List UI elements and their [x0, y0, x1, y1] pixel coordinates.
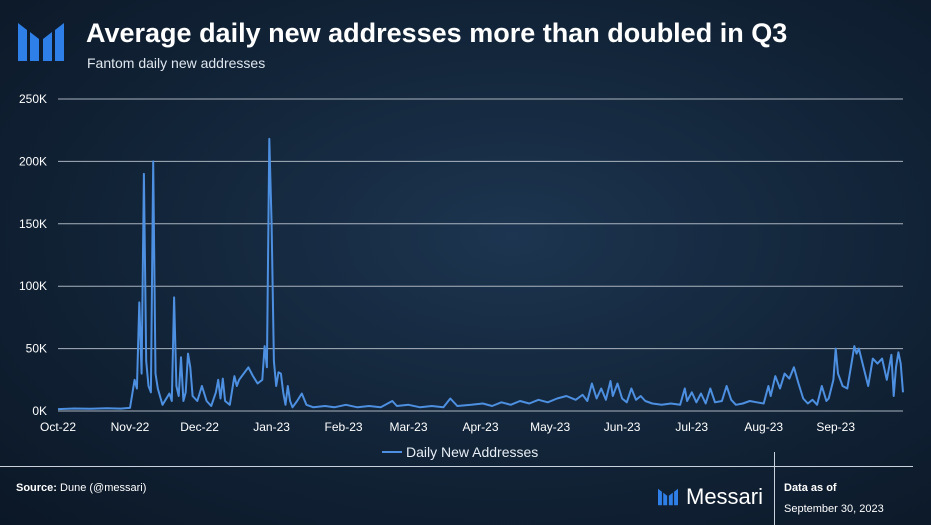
brand-name: Messari — [686, 484, 764, 509]
x-tick-label: Jun-23 — [604, 420, 641, 434]
series-layer — [57, 137, 904, 411]
legend: Daily New Addresses — [382, 444, 538, 460]
y-axis-ticks: 0K 50K 100K 150K 200K 250K — [19, 92, 47, 418]
brand: Messari — [656, 484, 763, 510]
y-tick-label: 150K — [19, 217, 47, 231]
y-tick-label: 50K — [26, 342, 47, 356]
data-as-of-date: September 30, 2023 — [784, 503, 884, 515]
y-tick-label: 100K — [19, 279, 47, 293]
x-tick-label: Aug-23 — [744, 420, 783, 434]
footer-vertical-divider — [774, 452, 775, 525]
x-tick-label: Nov-22 — [111, 420, 150, 434]
x-tick-label: Feb-23 — [325, 420, 363, 434]
messari-brand-icon — [658, 488, 678, 506]
x-tick-label: Sep-23 — [816, 420, 855, 434]
grid-lines — [58, 98, 903, 412]
footer-divider — [0, 466, 913, 467]
x-tick-label: May-23 — [530, 420, 570, 434]
data-as-of-label: Data as of — [784, 482, 837, 494]
x-tick-label: Apr-23 — [462, 420, 498, 434]
y-tick-label: 200K — [19, 154, 47, 168]
source-value: Dune (@messari) — [60, 482, 147, 494]
messari-logo-icon — [18, 23, 64, 61]
legend-swatch — [382, 451, 402, 453]
chart-subtitle: Fantom daily new addresses — [87, 55, 266, 71]
source-note: Source: Dune (@messari) — [16, 482, 146, 494]
x-tick-label: Oct-22 — [40, 420, 76, 434]
y-tick-label: 0K — [32, 404, 47, 418]
x-tick-label: Dec-22 — [180, 420, 219, 434]
source-label: Source: — [16, 482, 57, 494]
x-tick-label: Jul-23 — [675, 420, 708, 434]
series-line-daily-new-addresses — [57, 137, 904, 411]
x-tick-label: Jan-23 — [253, 420, 290, 434]
x-axis-ticks: Oct-22 Nov-22 Dec-22 Jan-23 Feb-23 Mar-23 Apr-… — [40, 420, 855, 434]
chart-title: Average daily new addresses more than do… — [86, 18, 788, 48]
line-chart: 0K 50K 100K 150K 200K 250K Oct-22 Nov-22 Dec-22… — [19, 92, 904, 434]
legend-label: Daily New Addresses — [406, 444, 539, 460]
y-tick-label: 250K — [19, 92, 47, 106]
x-tick-label: Mar-23 — [390, 420, 428, 434]
